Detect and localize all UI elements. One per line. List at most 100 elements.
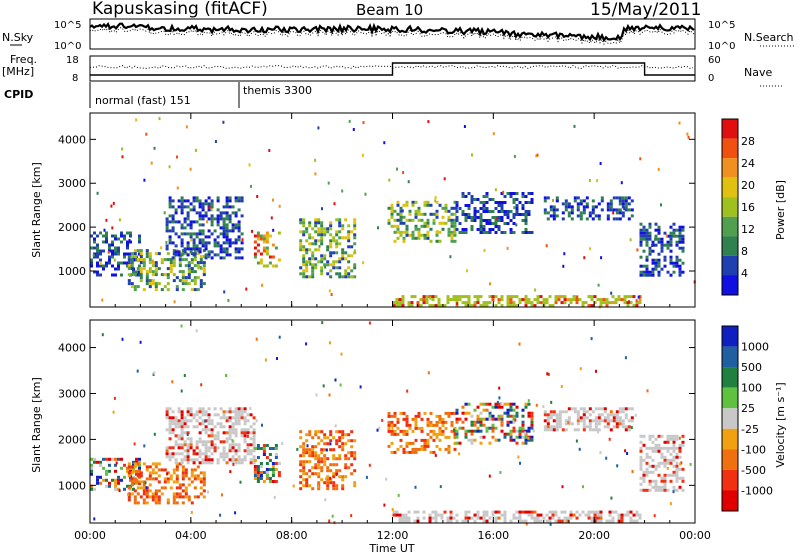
echo-cell [271, 447, 275, 450]
echo-cell [148, 483, 152, 487]
echo-cell [311, 454, 315, 458]
echo-cell [268, 255, 272, 259]
echo-cell [308, 484, 312, 488]
echo-cell [180, 452, 184, 456]
echo-cell [630, 214, 634, 218]
echo-cell [190, 288, 194, 292]
echo-cell [582, 485, 584, 489]
echo-cell [447, 209, 451, 213]
echo-cell [600, 196, 604, 200]
echo-cell [524, 210, 528, 213]
echo-cell [265, 240, 269, 244]
echo-cell [207, 490, 209, 494]
echo-cell [399, 206, 403, 210]
echo-cell [201, 407, 205, 411]
echo-cell [512, 402, 516, 406]
echo-cell [560, 519, 564, 523]
echo-cell [195, 458, 199, 462]
echo-cell [401, 295, 405, 299]
echo-cell [365, 475, 368, 479]
echo-cell [543, 425, 547, 429]
echo-cell [570, 422, 574, 426]
echo-cell [259, 261, 263, 265]
echo-cell [548, 304, 552, 308]
echo-cell [482, 228, 486, 231]
echo-cell [672, 449, 676, 453]
echo-cell [130, 255, 134, 259]
echo-cell [261, 283, 264, 287]
echo-cell [530, 435, 534, 439]
echo-cell [435, 423, 439, 427]
colorbar-tick-label: -1000 [741, 484, 773, 497]
echo-cell [111, 478, 114, 482]
echo-cell [120, 231, 123, 235]
echo-cell [234, 416, 238, 420]
echo-cell [606, 205, 610, 209]
echo-cell [176, 155, 178, 159]
echo-cell [306, 444, 309, 448]
echo-cell [569, 516, 573, 520]
echo-cell [660, 434, 664, 438]
echo-cell [524, 222, 528, 225]
echo-cell [645, 470, 649, 474]
echo-cell [219, 232, 223, 236]
echo-cell [256, 237, 260, 241]
echo-cell [420, 426, 424, 430]
echo-cell [678, 246, 682, 250]
echo-cell [461, 213, 465, 216]
echo-cell [446, 298, 450, 302]
y-tick-label: 1000 [58, 479, 86, 492]
echo-cell [512, 231, 516, 234]
echo-cell [187, 267, 191, 271]
echo-cell [329, 275, 333, 279]
echo-cell [189, 247, 193, 251]
echo-cell [518, 426, 522, 430]
echo-cell [629, 295, 633, 299]
echo-cell [299, 218, 303, 222]
echo-cell [524, 441, 528, 445]
echo-cell [320, 233, 324, 237]
echo-cell [308, 260, 312, 264]
echo-cell [148, 252, 152, 256]
echo-cell [426, 218, 430, 222]
echo-cell [467, 438, 471, 442]
echo-cell [246, 419, 250, 423]
echo-cell [216, 458, 220, 462]
echo-cell [315, 393, 318, 397]
echo-cell [204, 199, 208, 203]
echo-cell [635, 513, 639, 517]
echo-cell [105, 484, 108, 488]
echo-cell [645, 270, 649, 274]
echo-cell [234, 422, 238, 426]
echo-cell [455, 513, 459, 517]
echo-cell [186, 455, 190, 459]
echo-cell [183, 458, 187, 462]
echo-cell [509, 231, 513, 234]
echo-cell [160, 486, 164, 490]
echo-cell [555, 208, 559, 212]
echo-cell [642, 488, 646, 492]
echo-cell [488, 210, 492, 213]
echo-cell [482, 516, 486, 520]
echo-cell [639, 243, 643, 247]
echo-cell [160, 246, 163, 250]
echo-cell [198, 217, 202, 221]
echo-cell [174, 425, 178, 429]
echo-cell [543, 199, 547, 203]
echo-cell [350, 430, 354, 434]
echo-cell [435, 435, 439, 439]
echo-cell [308, 430, 312, 434]
echo-cell [533, 510, 537, 514]
echo-cell [512, 201, 516, 204]
echo-cell [154, 489, 158, 493]
echo-cell [174, 208, 178, 212]
echo-cell [482, 402, 486, 406]
echo-cell [611, 510, 615, 514]
echo-cell [252, 440, 256, 444]
echo-cell [435, 212, 439, 216]
echo-cell [581, 301, 585, 305]
echo-cell [183, 443, 187, 447]
echo-cell [413, 510, 417, 514]
echo-cell [332, 487, 336, 491]
echo-cell [180, 431, 184, 435]
